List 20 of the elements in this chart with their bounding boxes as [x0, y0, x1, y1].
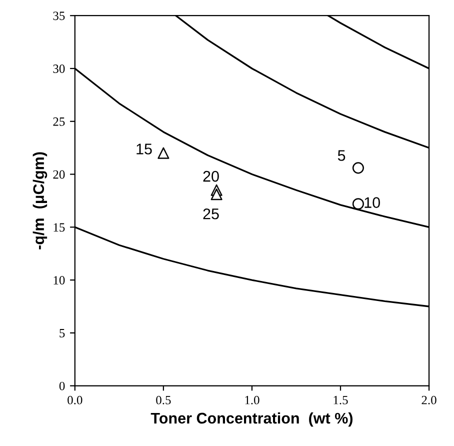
- x-tick-label: 0.0: [68, 396, 82, 404]
- x-tick-label: 1.0: [245, 396, 260, 404]
- y-tick-label: 20: [53, 170, 65, 179]
- y-tick-label: 15: [54, 223, 65, 232]
- y-tick-label: 25: [53, 117, 65, 126]
- x-tick-label: 0.5: [156, 396, 171, 404]
- y-tick-label: 5: [60, 329, 65, 338]
- x-tick-label: 1.5: [334, 396, 348, 404]
- annotation: 10: [364, 197, 380, 208]
- y-axis-title: -q/m (μC/gm): [32, 152, 48, 250]
- y-tick-label: 0: [59, 382, 65, 390]
- x-tick-label: 2.0: [422, 396, 436, 404]
- annotation: 25: [203, 208, 219, 220]
- annotation: 5: [338, 150, 346, 161]
- x-axis-title: Toner Concentration (wt %): [150, 412, 353, 427]
- annotation: 15: [136, 144, 152, 154]
- y-tick-label: 30: [53, 64, 65, 73]
- y-tick-label: 35: [53, 12, 65, 20]
- y-tick-label: 10: [54, 276, 65, 284]
- annotation: 20: [203, 170, 219, 182]
